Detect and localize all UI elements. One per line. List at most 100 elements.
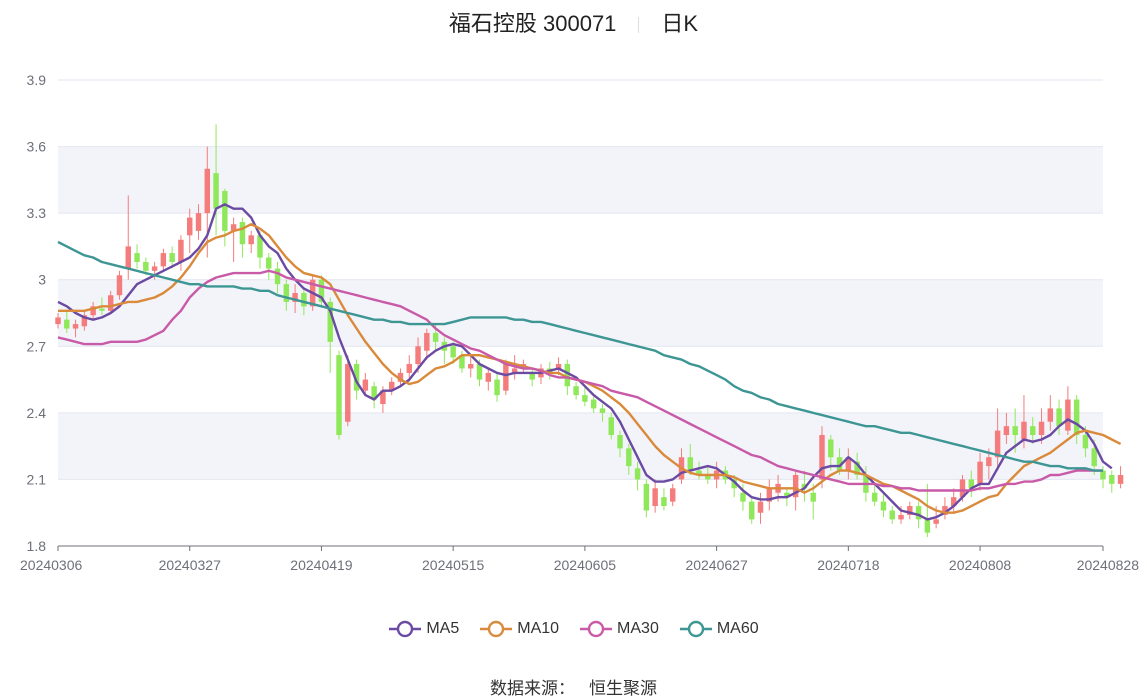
candle-body bbox=[336, 355, 342, 436]
candle-body bbox=[503, 364, 509, 391]
candle-body bbox=[608, 417, 614, 436]
candle-body bbox=[669, 488, 676, 502]
candle-body bbox=[459, 355, 465, 369]
candle-body bbox=[187, 217, 193, 236]
candle-body bbox=[907, 506, 913, 515]
candle-body bbox=[1100, 470, 1106, 480]
candle bbox=[397, 368, 404, 387]
candle-body bbox=[845, 457, 852, 471]
legend-marker-icon bbox=[480, 620, 513, 638]
candle-body bbox=[248, 235, 254, 245]
candle bbox=[1056, 399, 1062, 436]
candle bbox=[406, 355, 412, 382]
candle-body bbox=[1021, 421, 1027, 440]
candle bbox=[696, 461, 702, 480]
candle-body bbox=[801, 483, 808, 489]
candle-body bbox=[230, 224, 237, 231]
candle-body bbox=[476, 364, 483, 380]
source-note: 数据来源： 恒生聚源 bbox=[0, 674, 1147, 699]
candle bbox=[590, 395, 597, 413]
kline-chart[interactable]: 1.82.12.42.733.33.63.9 20240306 20240327 2… bbox=[0, 0, 1147, 610]
candle bbox=[749, 497, 755, 524]
candle bbox=[503, 359, 509, 396]
candle bbox=[634, 461, 641, 491]
x-tick-label: 20240627 bbox=[685, 557, 748, 573]
title-separator bbox=[638, 17, 640, 34]
candle-body bbox=[292, 293, 298, 302]
candle-body bbox=[1065, 399, 1071, 431]
candle-body bbox=[90, 306, 96, 316]
candle bbox=[371, 381, 377, 409]
candle bbox=[266, 253, 272, 280]
legend-marker-icon bbox=[679, 620, 712, 638]
candle-body bbox=[942, 506, 948, 515]
candle-body bbox=[301, 293, 307, 307]
y-tick-label: 2.1 bbox=[27, 471, 47, 487]
candle bbox=[283, 279, 290, 311]
candle-body bbox=[318, 279, 325, 302]
candle bbox=[107, 290, 114, 313]
ma30-line bbox=[57, 269, 1103, 492]
legend-marker-icon bbox=[580, 620, 613, 638]
legend-item-ma60[interactable]: MA60 bbox=[679, 620, 759, 638]
candle-body bbox=[283, 284, 290, 302]
candle-body bbox=[511, 368, 518, 373]
candle-body bbox=[388, 381, 395, 391]
candle-body bbox=[792, 474, 799, 498]
candle bbox=[1109, 470, 1115, 493]
candle-body bbox=[239, 222, 246, 245]
candle-body bbox=[1012, 426, 1018, 436]
legend-item-ma10[interactable]: MA10 bbox=[479, 620, 559, 638]
candle bbox=[968, 470, 974, 498]
candle-body bbox=[977, 461, 983, 484]
candle bbox=[907, 501, 913, 520]
candle-body bbox=[749, 501, 755, 520]
source-value: 恒生聚源 bbox=[589, 679, 657, 698]
candle bbox=[661, 488, 667, 511]
candle-body bbox=[828, 439, 834, 458]
candle bbox=[134, 244, 140, 269]
legend-item-ma30[interactable]: MA30 bbox=[579, 620, 659, 638]
candle-body bbox=[116, 275, 123, 296]
candle-body bbox=[731, 479, 737, 489]
candle-body bbox=[1038, 421, 1045, 436]
candle bbox=[880, 492, 887, 518]
candle-body bbox=[204, 168, 211, 214]
candle bbox=[582, 386, 588, 407]
candle bbox=[239, 217, 246, 258]
candle bbox=[90, 301, 96, 320]
candle bbox=[248, 230, 254, 254]
grid-lines bbox=[58, 79, 1103, 480]
candle bbox=[485, 368, 492, 391]
candle-body bbox=[169, 253, 175, 262]
candle-body bbox=[661, 497, 667, 507]
candle-body bbox=[1109, 474, 1115, 484]
candle-body bbox=[134, 253, 140, 262]
candle bbox=[160, 248, 167, 271]
candle-body bbox=[810, 492, 816, 502]
background-band bbox=[58, 412, 1103, 480]
candle-body bbox=[599, 408, 606, 413]
candle bbox=[845, 448, 852, 480]
candle-body bbox=[55, 317, 61, 325]
candle-body bbox=[626, 448, 632, 467]
candle-body bbox=[784, 492, 790, 498]
candle-body bbox=[634, 468, 641, 480]
candle bbox=[608, 412, 614, 440]
legend-marker-icon bbox=[389, 620, 422, 638]
candle bbox=[81, 310, 88, 331]
chart-title: 福石控股 300071 日K bbox=[0, 6, 1147, 38]
candle-body bbox=[555, 364, 562, 369]
candle-body bbox=[950, 497, 957, 507]
candle bbox=[213, 124, 219, 236]
candle-body bbox=[257, 235, 263, 258]
candle bbox=[810, 483, 816, 520]
candle-body bbox=[1003, 426, 1010, 436]
moving-average-lines bbox=[57, 203, 1122, 521]
legend-item-ma5[interactable]: MA5 bbox=[388, 620, 459, 638]
candle bbox=[766, 479, 773, 511]
candle-body bbox=[81, 315, 88, 327]
background-band bbox=[58, 146, 1103, 214]
candle-body bbox=[72, 324, 79, 329]
candle bbox=[187, 208, 193, 254]
